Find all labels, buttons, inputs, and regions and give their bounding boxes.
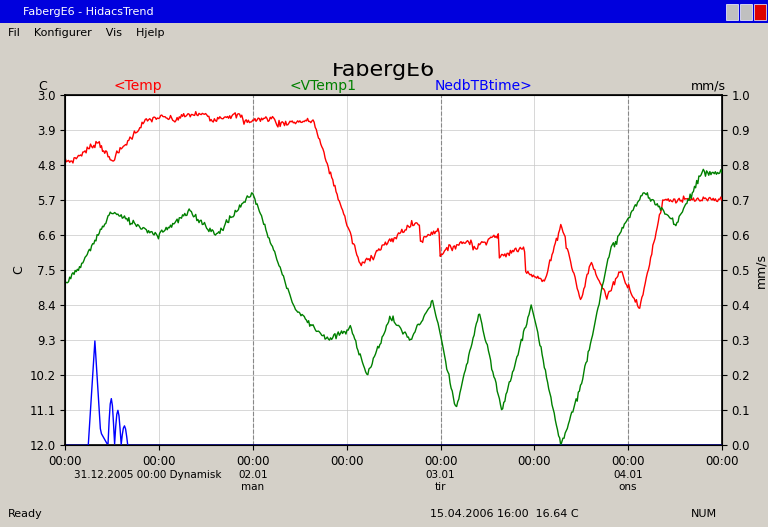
Y-axis label: C: C [12, 266, 25, 275]
Text: ons: ons [619, 482, 637, 492]
Text: Ready: Ready [8, 509, 42, 519]
Text: C: C [38, 80, 47, 93]
Text: 15.04.2006 16:00  16.64 C: 15.04.2006 16:00 16.64 C [430, 509, 579, 519]
Text: man: man [241, 482, 264, 492]
Text: 03.01: 03.01 [425, 470, 455, 480]
Text: <Temp: <Temp [114, 80, 163, 93]
Text: NedbTBtime>: NedbTBtime> [435, 80, 533, 93]
Text: <VTemp1: <VTemp1 [289, 80, 356, 93]
Text: Fil    Konfigurer    Vis    Hjelp: Fil Konfigurer Vis Hjelp [8, 28, 164, 37]
Text: 31.12.2005 00:00 Dynamisk: 31.12.2005 00:00 Dynamisk [74, 470, 221, 480]
Text: NUM: NUM [691, 509, 717, 519]
Text: 04.01: 04.01 [614, 470, 643, 480]
Text: mm/s: mm/s [690, 80, 726, 93]
Text: 02.01: 02.01 [238, 470, 268, 480]
Text: FabergE6: FabergE6 [333, 60, 435, 80]
Text: FabergE6 - HidacsTrend: FabergE6 - HidacsTrend [23, 7, 154, 16]
Text: tir: tir [435, 482, 446, 492]
Y-axis label: mm/s: mm/s [754, 252, 767, 288]
